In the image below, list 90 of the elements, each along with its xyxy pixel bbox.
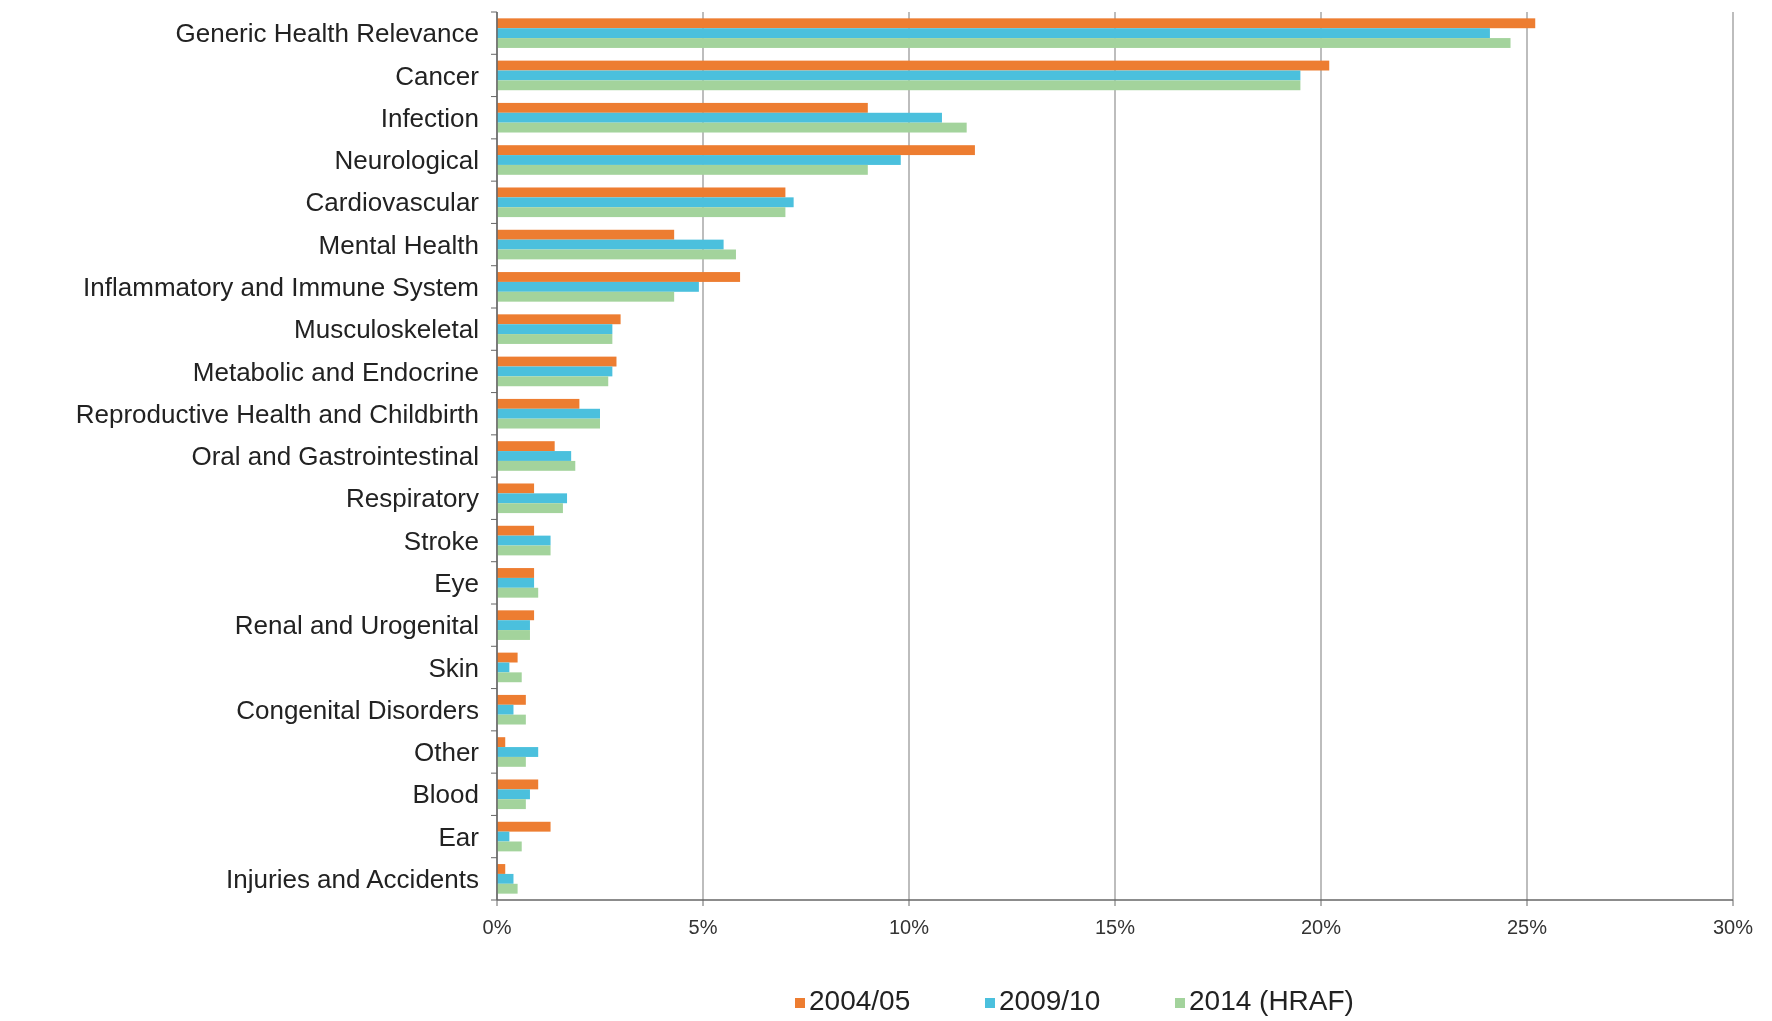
y-tick-label: Skin [428, 652, 479, 683]
legend-label: 2004/05 [809, 985, 911, 1016]
bar [497, 398, 580, 409]
bar [497, 873, 514, 884]
bar [497, 747, 539, 757]
y-tick-label: Congenital Disorders [236, 694, 479, 725]
bar [497, 164, 868, 175]
bar [497, 460, 576, 471]
y-tick-label: Oral and Gastrointestinal [191, 441, 479, 472]
bar [497, 18, 1536, 29]
y-tick-label: Inflammatory and Immune System [83, 271, 479, 302]
bar [497, 207, 786, 218]
y-tick-label: Cancer [395, 60, 480, 91]
bar [497, 334, 613, 344]
bar [497, 239, 724, 250]
bar [497, 366, 613, 377]
bar [497, 483, 535, 494]
x-tick-label: 0% [482, 916, 512, 938]
bar [497, 418, 600, 429]
bar [497, 102, 868, 113]
y-tick-label: Injuries and Accidents [226, 863, 479, 894]
bar [497, 577, 535, 588]
x-tick-label: 25% [1506, 916, 1548, 938]
bar [497, 187, 786, 198]
bar [497, 38, 1511, 48]
bar [497, 324, 613, 335]
bar [497, 630, 530, 640]
y-tick-label: Mental Health [318, 229, 479, 260]
bar [497, 545, 551, 556]
bar [497, 610, 535, 621]
y-tick-label: Infection [380, 102, 479, 133]
bar [497, 821, 551, 832]
bar [497, 568, 535, 578]
y-tick-label: Musculoskeletal [294, 314, 479, 345]
y-tick-label: Generic Health Relevance [175, 18, 479, 49]
y-tick-label: Blood [412, 779, 479, 810]
bar [497, 493, 568, 504]
bar [497, 672, 522, 683]
y-tick-label: Respiratory [346, 483, 479, 514]
y-tick-label: Renal and Urogenital [234, 610, 479, 641]
bar [497, 249, 736, 260]
x-tick-label: 30% [1712, 916, 1754, 938]
legend-label: 2009/10 [999, 985, 1101, 1016]
bar [497, 314, 621, 325]
bar [497, 28, 1490, 39]
bar [497, 281, 699, 292]
bar [497, 714, 526, 725]
bar [497, 799, 526, 810]
bar [497, 704, 514, 715]
bar [497, 779, 539, 790]
bar [497, 145, 975, 156]
bar [497, 451, 572, 461]
y-tick-label: Reproductive Health and Childbirth [75, 398, 479, 429]
y-tick-label: Stroke [403, 525, 479, 556]
bar [497, 756, 526, 767]
bar [497, 80, 1301, 91]
bar [497, 408, 600, 419]
y-tick-label: Ear [438, 821, 480, 852]
x-tick-label: 20% [1300, 916, 1342, 938]
bar [497, 525, 535, 536]
y-tick-label: Metabolic and Endocrine [192, 356, 479, 387]
bar [497, 60, 1330, 71]
bar [497, 503, 563, 514]
bar [497, 356, 617, 367]
x-tick-label: 10% [888, 916, 930, 938]
bar [497, 272, 741, 282]
bar [497, 694, 526, 705]
y-tick-label: Neurological [334, 145, 479, 176]
bar [497, 197, 794, 208]
bar [497, 620, 530, 631]
legend-label: 2014 (HRAF) [1189, 985, 1354, 1016]
bar [497, 587, 539, 598]
y-tick-label: Cardiovascular [305, 187, 480, 218]
bar [497, 662, 510, 673]
bar [497, 291, 675, 302]
y-tick-label: Other [413, 737, 480, 768]
bar [497, 535, 551, 546]
bar [497, 441, 555, 452]
bar [497, 112, 942, 123]
bar [497, 229, 675, 240]
bar [497, 883, 518, 894]
bar [497, 376, 609, 387]
bar [497, 831, 510, 842]
bar [497, 122, 967, 133]
x-tick-label: 15% [1094, 916, 1136, 938]
x-tick-label: 5% [688, 916, 718, 938]
bar [497, 789, 530, 800]
bar [497, 155, 901, 165]
y-tick-label: Eye [434, 567, 479, 598]
bar [497, 70, 1301, 81]
